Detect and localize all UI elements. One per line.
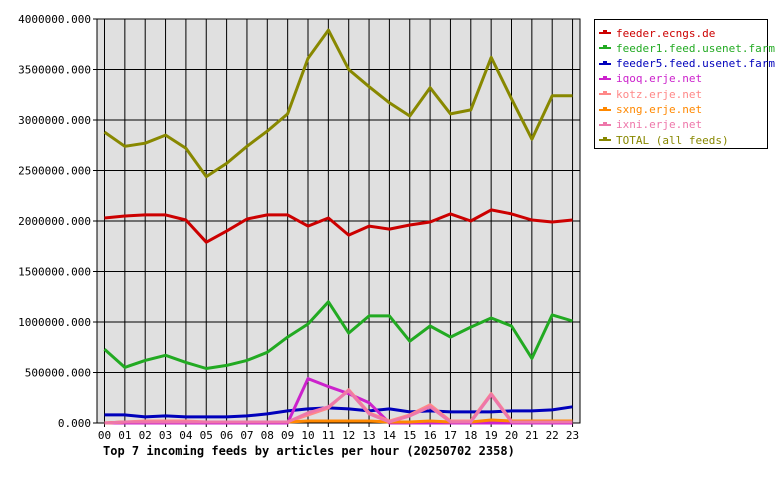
y-axis-ticks: 0.000 500000.000 1000000.000 1500000.000 200… — [18, 13, 97, 430]
x-tick-label: 15 — [403, 429, 416, 442]
x-tick-label: 16 — [423, 429, 436, 442]
x-tick-label: 23 — [566, 429, 579, 442]
legend-item: feeder1.feed.usenet.farm — [599, 41, 775, 55]
x-tick-label: 21 — [525, 429, 538, 442]
legend-label: feeder5.feed.usenet.farm — [616, 57, 775, 71]
y-tick-label: 2500000.000 — [18, 165, 91, 178]
y-tick-label: 2000000.000 — [18, 215, 91, 228]
legend: feeder.ecngs.de feeder1.feed.usenet.farm f… — [594, 19, 775, 149]
x-tick-label: 06 — [220, 429, 233, 442]
y-tick-label: 1500000.000 — [18, 266, 91, 279]
y-tick-label: 0.000 — [58, 417, 91, 430]
x-tick-label: 14 — [383, 429, 397, 442]
chart-title: Top 7 incoming feeds by articles per hou… — [103, 444, 515, 458]
series-line — [104, 389, 573, 425]
legend-swatch — [599, 45, 611, 50]
series-line — [103, 28, 573, 179]
x-tick-label: 02 — [139, 429, 152, 442]
y-tick-label: 4000000.000 — [18, 13, 91, 26]
x-tick-label: 00 — [98, 429, 111, 442]
series-line — [104, 208, 573, 244]
legend-label: ixni.erje.net — [616, 118, 703, 132]
x-tick-label: 07 — [240, 429, 253, 442]
x-tick-label: 19 — [485, 429, 498, 442]
x-tick-label: 18 — [464, 429, 477, 442]
x-tick-label: 13 — [362, 429, 375, 442]
y-tick-label: 3000000.000 — [18, 114, 91, 127]
x-tick-label: 20 — [505, 429, 518, 442]
x-tick-label: 10 — [301, 429, 314, 442]
legend-swatch — [599, 106, 611, 111]
legend-swatch — [599, 91, 611, 96]
x-tick-label: 01 — [118, 429, 131, 442]
legend-label: TOTAL (all feeds) — [616, 133, 729, 147]
y-tick-label: 3500000.000 — [18, 64, 91, 77]
legend-item: feeder5.feed.usenet.farm — [599, 57, 775, 71]
legend-item: kotz.erje.net — [599, 87, 702, 101]
series-line — [104, 405, 573, 419]
x-tick-label: 08 — [261, 429, 274, 442]
legend-label: feeder.ecngs.de — [616, 26, 716, 40]
legend-item: TOTAL (all feeds) — [599, 133, 729, 147]
legend-label: feeder1.feed.usenet.farm — [616, 41, 775, 55]
legend-label: kotz.erje.net — [616, 87, 703, 101]
legend-swatch — [599, 121, 611, 126]
legend-swatch — [599, 75, 611, 80]
legend-swatch — [599, 137, 611, 142]
legend-swatch — [599, 60, 611, 65]
legend-label: iqoq.erje.net — [616, 72, 703, 86]
series-line — [103, 300, 573, 370]
x-tick-label: 22 — [546, 429, 559, 442]
legend-label: sxng.erje.net — [616, 103, 703, 116]
y-tick-label: 1000000.000 — [18, 316, 91, 329]
x-tick-label: 17 — [444, 429, 457, 442]
x-axis-ticks: 00 01 02 03 04 05 06 07 08 09 10 11 12 13 14 15 16 17 18 19… — [98, 423, 579, 442]
legend-item: sxng.erje.net — [599, 103, 702, 117]
legend-item: feeder.ecngs.de — [599, 26, 715, 40]
series-group — [103, 28, 573, 425]
legend-item: ixni.erje.net — [599, 118, 702, 132]
legend-swatch — [599, 30, 611, 34]
x-tick-label: 11 — [322, 429, 335, 442]
y-tick-label: 500000.000 — [25, 367, 91, 380]
legend-item: iqoq.erje.net — [599, 72, 702, 86]
x-tick-label: 12 — [342, 429, 355, 442]
x-tick-label: 03 — [159, 429, 172, 442]
x-tick-label: 04 — [179, 429, 193, 442]
x-tick-label: 05 — [200, 429, 213, 442]
x-tick-label: 09 — [281, 429, 294, 442]
